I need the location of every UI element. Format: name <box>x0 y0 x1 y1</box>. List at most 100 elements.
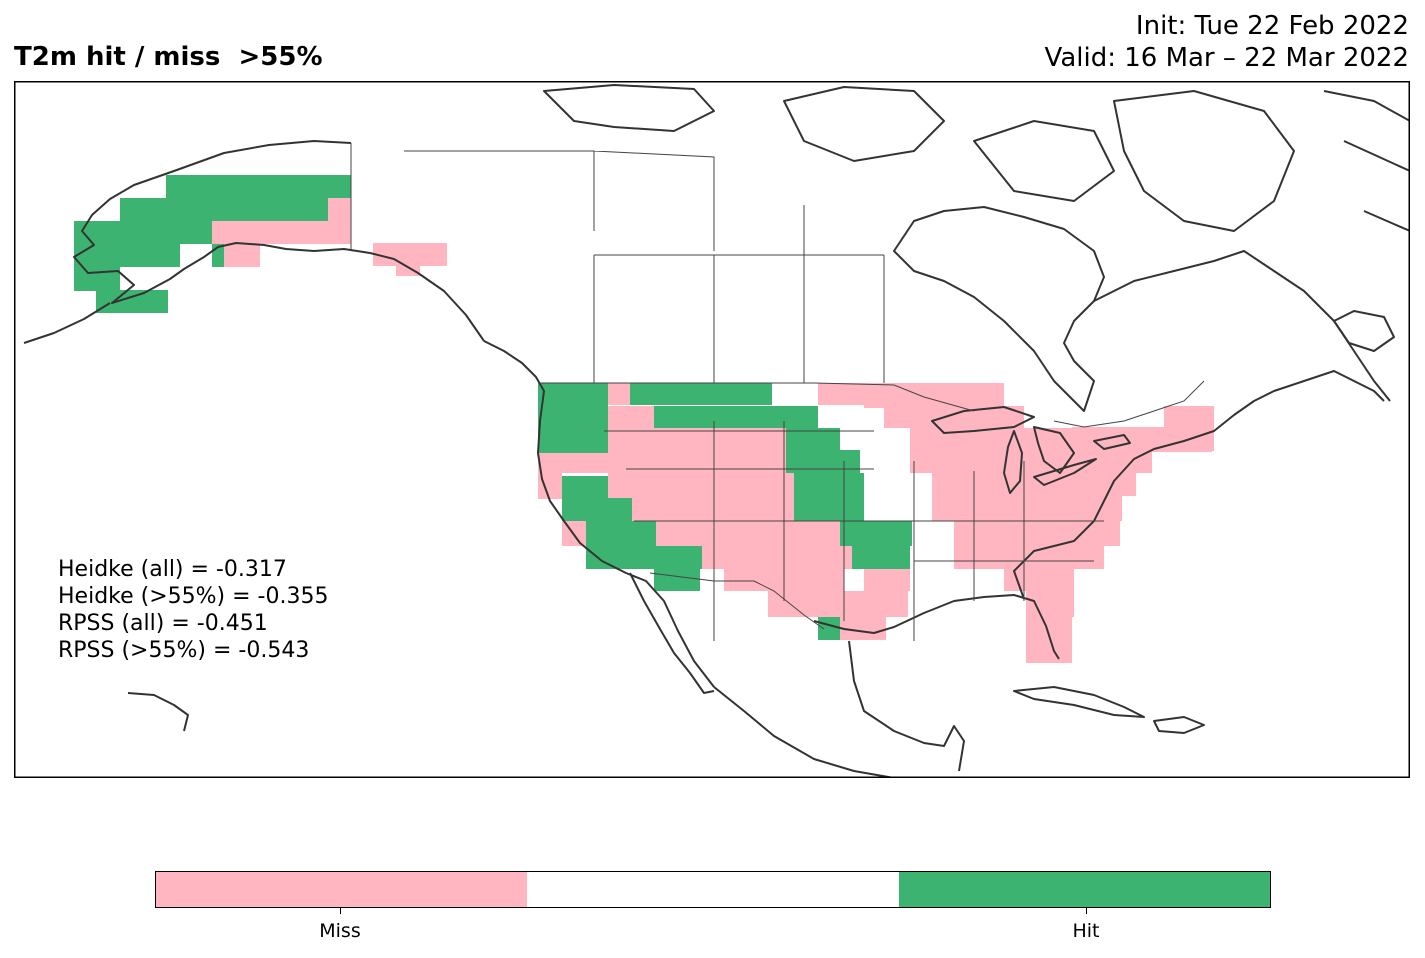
hit-cell <box>654 406 788 428</box>
hit-cell <box>852 546 910 569</box>
miss-cell <box>954 546 1104 569</box>
miss-cell <box>1112 473 1136 496</box>
lake-huron <box>1033 426 1075 474</box>
miss-cell <box>884 406 1024 428</box>
miss-cell <box>718 521 808 546</box>
miss-cell <box>808 521 840 546</box>
miss-cell <box>373 243 447 266</box>
baja-coast <box>629 572 715 694</box>
miss-cell <box>632 498 656 521</box>
canada-provinces <box>404 150 885 383</box>
miss-cell <box>932 495 1122 521</box>
hit-cell <box>586 521 656 546</box>
gulf-coast <box>813 594 1060 660</box>
hit-cell <box>654 569 678 591</box>
miss-cell <box>630 428 700 453</box>
init-date: Init: Tue 22 Feb 2022 <box>1135 11 1409 41</box>
miss-cell <box>864 569 910 591</box>
hit-cell <box>788 406 818 428</box>
score-rpss-all: RPSS (all) = -0.451 <box>58 611 268 636</box>
hit-cell <box>96 290 168 313</box>
hawaii <box>127 692 189 732</box>
hit-cell <box>120 198 328 221</box>
miss-cell <box>702 546 852 569</box>
hit-cell <box>794 495 864 521</box>
pacific-coast <box>483 340 715 688</box>
hit-cell <box>794 473 818 495</box>
colorbar-tick-hit <box>1086 908 1087 914</box>
valid-dates: Valid: 16 Mar – 22 Mar 2022 <box>1044 43 1409 73</box>
arctic-island-3 <box>973 120 1115 202</box>
score-rpss-55: RPSS (>55%) = -0.543 <box>58 638 310 663</box>
labrador-coast <box>1093 250 1391 402</box>
cuba <box>1013 686 1145 718</box>
miss-cell <box>224 244 260 267</box>
miss-cell <box>328 198 351 221</box>
map-title: T2m hit / miss >55% <box>14 42 323 72</box>
hit-cell <box>818 473 864 495</box>
miss-cell <box>864 383 1004 408</box>
us-states <box>604 421 1104 641</box>
arctic-island-2 <box>783 86 945 162</box>
miss-cell <box>954 521 1120 546</box>
mexico-pacific <box>713 686 895 778</box>
hit-cell <box>786 428 840 450</box>
alaska-coast <box>73 140 485 342</box>
hit-cell <box>818 617 840 640</box>
hit-cell <box>74 221 212 244</box>
miss-cell <box>714 473 794 521</box>
miss-cell <box>840 617 886 640</box>
miss-cell <box>700 428 786 473</box>
greenland-edge <box>1323 90 1410 232</box>
hit-cell <box>654 383 772 405</box>
miss-cell <box>562 453 592 473</box>
colorbar-hit-segment <box>898 872 1270 907</box>
miss-cell <box>1026 617 1072 640</box>
miss-cell <box>768 591 908 617</box>
miss-cell <box>396 266 420 276</box>
miss-cell <box>1026 591 1074 617</box>
hit-cell <box>630 383 654 405</box>
political-borders <box>350 143 1205 641</box>
hit-cell <box>786 450 860 473</box>
baffin-island <box>1113 90 1295 232</box>
miss-cell <box>212 221 351 244</box>
hit-cell <box>840 521 912 546</box>
miss-cell <box>1004 569 1074 591</box>
miss-cell <box>608 383 630 405</box>
hit-cell <box>562 476 608 498</box>
miss-cell <box>910 428 1100 450</box>
colorbar-tick-miss <box>340 908 341 914</box>
hudson-bay-coast <box>893 206 1105 412</box>
newfoundland <box>1333 310 1395 352</box>
mexico-gulf-coast <box>848 640 965 772</box>
atlantic-coast <box>1013 370 1385 600</box>
score-heidke-all: Heidke (all) = -0.317 <box>58 557 287 582</box>
colorbar-label-hit: Hit <box>1072 920 1100 942</box>
hispaniola <box>1153 716 1205 734</box>
map-border <box>14 81 1410 778</box>
hit-cell <box>166 175 351 198</box>
colorbar-neutral-segment <box>527 872 899 907</box>
aleutian-islands <box>23 302 111 344</box>
hit-cell <box>678 569 700 591</box>
colorbar-label-miss: Miss <box>319 920 361 942</box>
arctic-island-1 <box>543 84 715 132</box>
hit-cell <box>74 244 180 267</box>
map-panel <box>14 81 1410 778</box>
miss-cell <box>1026 640 1072 663</box>
hit-cell <box>552 406 608 453</box>
colorbar-miss-segment <box>156 872 528 907</box>
us-canada-border <box>538 380 1205 428</box>
hit-cell <box>668 546 702 569</box>
lake-erie <box>1033 458 1097 486</box>
colorbar <box>155 871 1271 908</box>
map-subtitle: Init: Tue 22 Feb 2022 Valid: 16 Mar – 22… <box>1045 10 1409 74</box>
coastlines <box>23 84 1410 778</box>
miss-cell <box>656 521 718 546</box>
lake-michigan <box>1003 430 1023 494</box>
skill-scores: Heidke (all) = -0.317 Heidke (>55%) = -0… <box>58 556 328 664</box>
hit-cell <box>562 498 632 521</box>
forecast-cells <box>74 175 1214 663</box>
us-mexico-border <box>649 572 825 630</box>
